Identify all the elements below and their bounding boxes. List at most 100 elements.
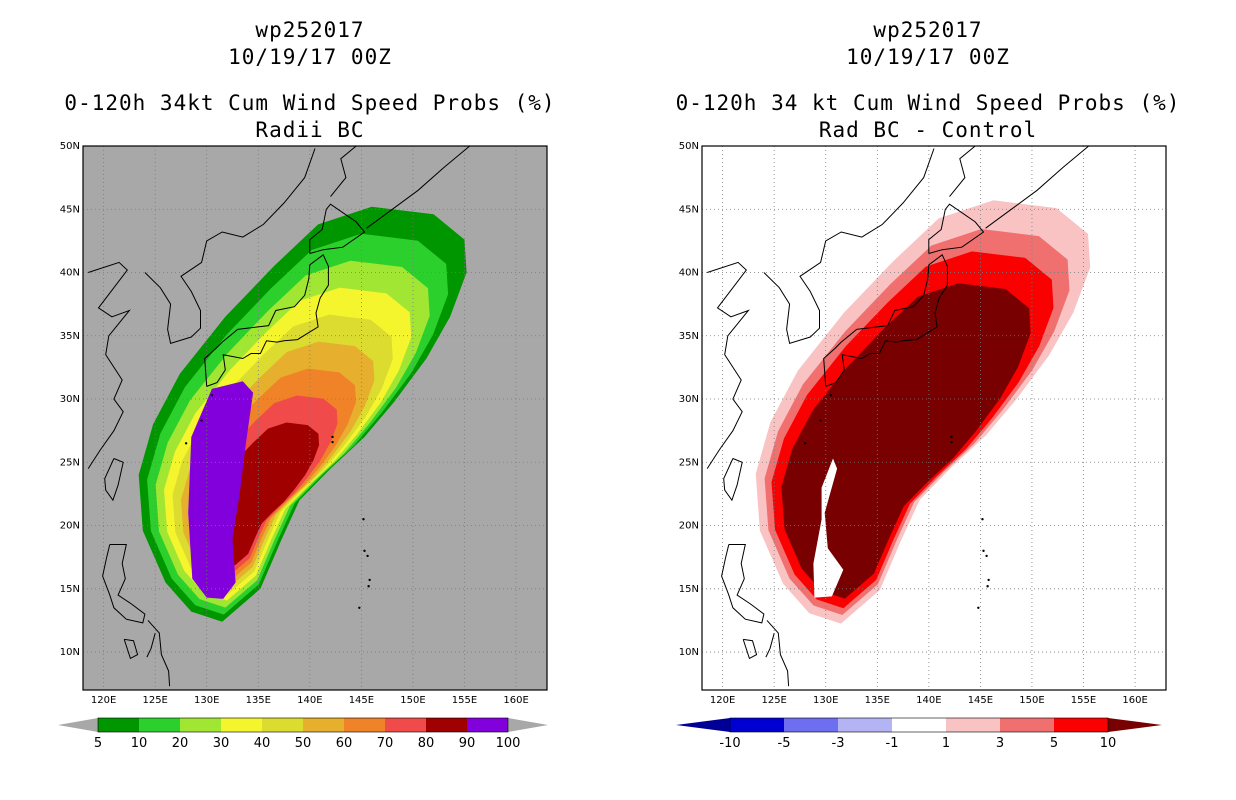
coastline — [823, 254, 948, 387]
island — [819, 419, 822, 422]
x-tick-label: 125E — [142, 695, 167, 706]
x-tick-label: 130E — [194, 695, 219, 706]
y-tick-label: 25N — [60, 457, 80, 468]
y-tick-label: 20N — [60, 521, 80, 532]
coastline — [204, 254, 329, 387]
coastline — [146, 632, 156, 658]
colorbar-label: 5 — [1050, 736, 1058, 751]
y-tick-label: 40N — [679, 268, 699, 279]
island — [982, 549, 985, 553]
coastline — [949, 146, 976, 197]
island — [362, 518, 365, 521]
colorbar-segment — [838, 718, 892, 732]
colorbar-segment — [139, 718, 180, 732]
island — [986, 585, 989, 588]
colorbar-segment — [1000, 718, 1054, 732]
colorbar-segment — [344, 718, 385, 732]
y-tick-label: 25N — [679, 457, 699, 468]
y-tick-label: 50N — [60, 141, 80, 152]
island — [210, 394, 214, 397]
coastline — [309, 203, 366, 254]
island — [331, 440, 334, 444]
colorbar-label: 1 — [942, 736, 950, 751]
coastline — [123, 638, 139, 660]
colorbar-end-low — [58, 718, 98, 732]
colorbar-segment — [1054, 718, 1108, 732]
x-tick-label: 130E — [813, 695, 838, 706]
y-tick-label: 40N — [60, 268, 80, 279]
x-tick-label: 150E — [1019, 695, 1044, 706]
coastline — [928, 203, 985, 254]
colorbar-end-high — [1108, 718, 1162, 732]
y-tick-label: 45N — [679, 204, 699, 215]
y-tick-label: 15N — [60, 584, 80, 595]
colorbar-segment — [467, 718, 508, 732]
x-tick-label: 160E — [1122, 695, 1147, 706]
island — [950, 440, 953, 444]
coastline — [144, 148, 316, 345]
colorbar-label: -10 — [719, 736, 740, 751]
x-tick-label: 150E — [400, 695, 425, 706]
contour-fill-80 — [206, 422, 320, 566]
coastline — [765, 632, 775, 658]
panel-right: 120E 125E 130E 135E 140E 145E 150E 155E 160E 10N 1… — [676, 141, 1167, 751]
colorbar-segment — [303, 718, 344, 732]
colorbar-label: 100 — [496, 736, 521, 751]
contour-fill-90 — [188, 381, 254, 599]
colorbar-label: 90 — [459, 736, 476, 751]
left-title-storm: wp252017 — [255, 18, 365, 42]
y-tick-label: 30N — [679, 394, 699, 405]
coastline — [766, 620, 790, 687]
coastline — [330, 146, 357, 197]
colorbar-segment — [180, 718, 221, 732]
colorbar-segment — [426, 718, 467, 732]
y-tick-label: 30N — [60, 394, 80, 405]
right-title-sub: Rad BC - Control — [818, 118, 1038, 142]
colorbar-segment — [98, 718, 139, 732]
colorbar-segment — [892, 718, 946, 732]
coastline — [102, 544, 146, 624]
colorbar-label: 60 — [336, 736, 353, 751]
coastline — [723, 458, 743, 502]
y-tick-label: 15N — [679, 584, 699, 595]
coastline — [763, 148, 935, 345]
colorbar-label: 10 — [131, 736, 148, 751]
x-tick-label: 145E — [349, 695, 374, 706]
colorbar-label: 20 — [172, 736, 189, 751]
right-title-storm: wp252017 — [873, 18, 983, 42]
x-tick-label: 120E — [91, 695, 116, 706]
x-tick-label: 155E — [1071, 695, 1096, 706]
island — [803, 442, 807, 445]
colorbar-label: 80 — [418, 736, 435, 751]
colorbar-segment — [730, 718, 784, 732]
coastline — [147, 620, 171, 687]
coastline — [87, 261, 131, 469]
coastline — [366, 146, 471, 229]
colorbar-label: 50 — [295, 736, 312, 751]
x-tick-label: 140E — [916, 695, 941, 706]
island — [368, 578, 371, 582]
colorbar-label: -5 — [778, 736, 791, 751]
x-tick-label: 145E — [968, 695, 993, 706]
island — [363, 549, 366, 553]
colorbar-end-low — [676, 718, 730, 732]
coastline — [706, 261, 750, 469]
colorbar-label: 3 — [996, 736, 1004, 751]
colorbar-label: 10 — [1100, 736, 1117, 751]
y-tick-label: 35N — [60, 331, 80, 342]
island — [985, 554, 988, 558]
island — [184, 442, 188, 445]
island — [358, 606, 361, 609]
contour-fill-10 — [781, 283, 1031, 599]
panel-left: 120E 125E 130E 135E 140E 145E 150E 155E 160E 10N 1… — [58, 141, 548, 751]
left-title-main: 0-120h 34kt Cum Wind Speed Probs (%) — [64, 91, 556, 115]
colorbar-segment — [262, 718, 303, 732]
x-tick-label: 120E — [710, 695, 735, 706]
right-title-date: 10/19/17 00Z — [846, 45, 1010, 69]
island — [331, 435, 334, 439]
colorbar-end-high — [508, 718, 548, 732]
island — [366, 554, 369, 558]
left-title-sub: Radii BC — [255, 118, 365, 142]
coastline — [721, 544, 765, 624]
